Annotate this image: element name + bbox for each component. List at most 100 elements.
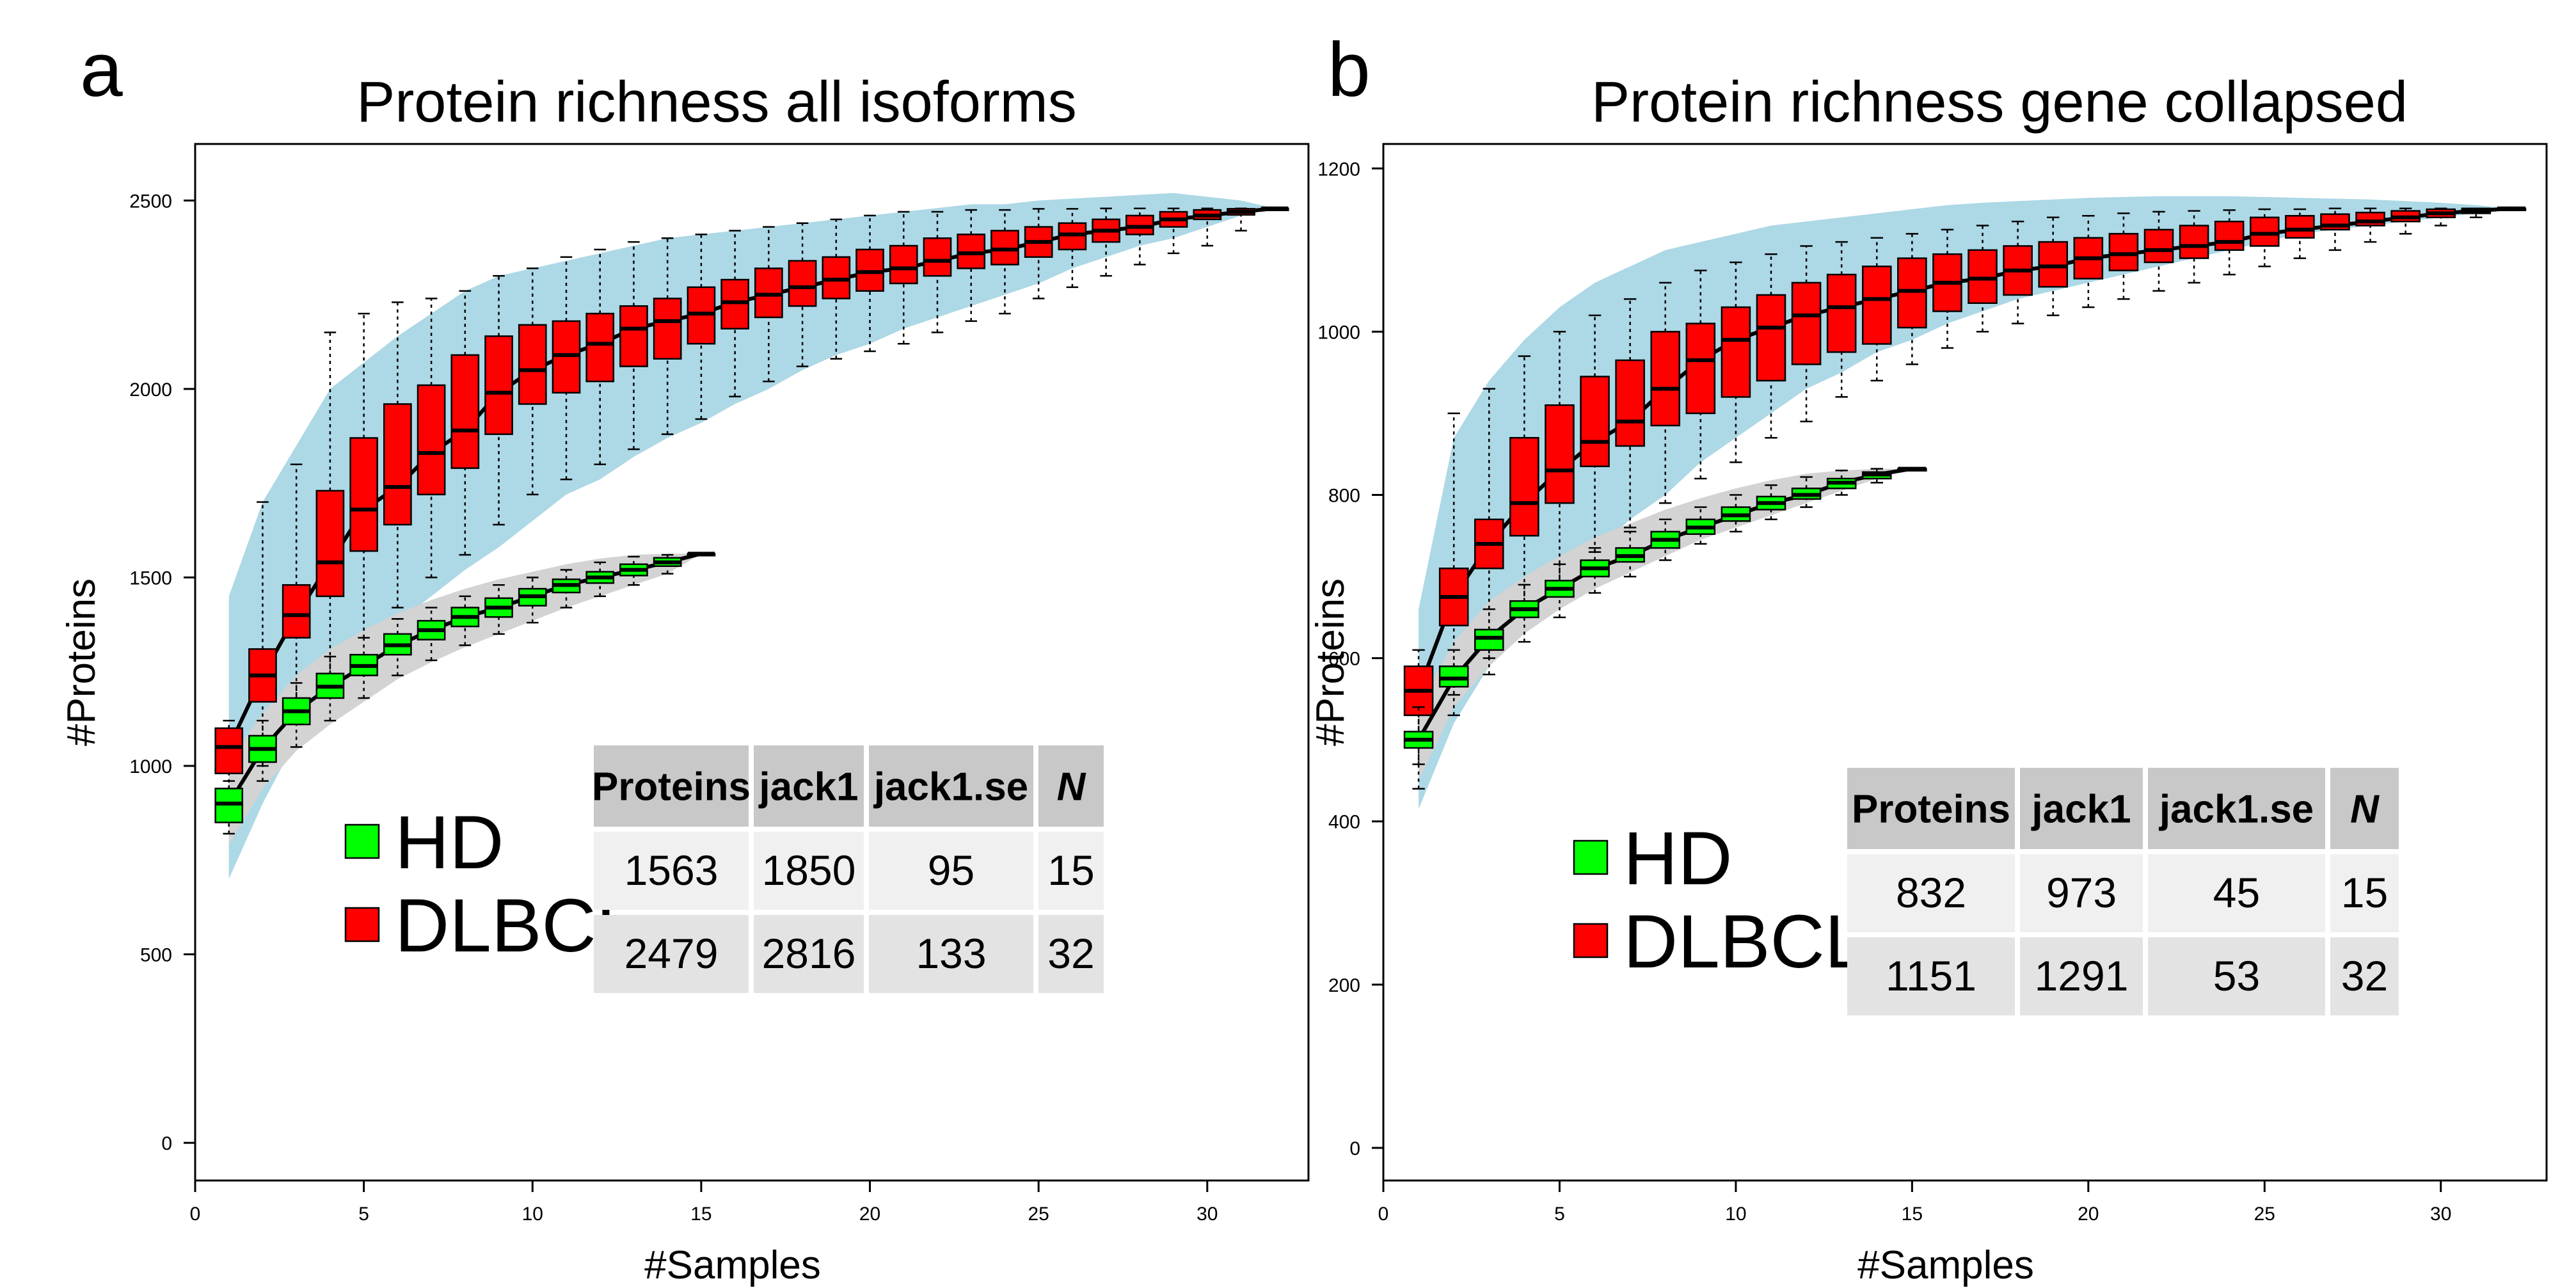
x-tick-label: 15 <box>690 1204 712 1225</box>
box <box>518 324 547 405</box>
table-header-label: Proteins <box>592 765 751 809</box>
box <box>450 354 480 469</box>
box <box>2285 215 2315 239</box>
table-cell-value: 133 <box>916 930 986 977</box>
x-tick-label: 0 <box>1378 1204 1389 1225</box>
x-tick-label: 15 <box>1902 1204 1923 1225</box>
box <box>1861 266 1892 345</box>
box <box>1721 306 1751 398</box>
box <box>349 437 378 552</box>
table-cell <box>2148 854 2325 932</box>
plot-frame <box>1382 143 2548 1182</box>
legend-swatch-dlbcl <box>344 907 380 942</box>
x-tick-label: 20 <box>859 1204 880 1225</box>
legend-label-dlbcl: DLBCL <box>1623 900 1866 984</box>
plot-frame <box>194 143 1310 1182</box>
table-cell <box>2020 937 2143 1015</box>
table-cell-value: 1850 <box>762 847 856 894</box>
box <box>282 584 311 639</box>
table-cell <box>869 832 1033 910</box>
box <box>2179 225 2209 259</box>
box <box>2038 241 2069 288</box>
confidence-band-dlbcl <box>228 193 1275 879</box>
y-tick-label: 1500 <box>129 568 172 589</box>
table-cell-value: 32 <box>1047 930 1094 977</box>
x-axis-label: #Samples <box>644 1243 821 1287</box>
table-header-label: jack1 <box>758 765 858 809</box>
y-tick-label: 400 <box>1328 812 1360 833</box>
box <box>417 384 446 496</box>
x-tick-label: 0 <box>190 1204 201 1225</box>
x-tick-label: 30 <box>1197 1204 1218 1225</box>
box <box>1580 376 1610 468</box>
box <box>315 489 345 598</box>
table-cell <box>2148 937 2325 1015</box>
y-tick-label: 200 <box>1328 975 1360 996</box>
box <box>923 237 952 277</box>
x-tick-label: 25 <box>2254 1204 2275 1225</box>
box <box>1756 294 1786 382</box>
box <box>2355 211 2385 227</box>
box <box>788 260 817 307</box>
panel-a: a Protein richness all isoforms 0 5 10 15 20 25… <box>60 27 1310 1287</box>
x-tick-label: 20 <box>2078 1204 2099 1225</box>
table-header-cell <box>869 745 1033 827</box>
series-dlbcl <box>214 206 1289 805</box>
y-axis-label: #Proteins <box>1308 578 1353 746</box>
table-header-label: jack1.se <box>2159 788 2314 832</box>
table-cell-value: 95 <box>928 847 974 894</box>
box <box>2108 233 2139 271</box>
legend-swatch-dlbcl <box>1573 923 1609 958</box>
y-tick-label: 1000 <box>129 756 172 777</box>
box <box>383 403 412 526</box>
y-tick-label: 2000 <box>129 379 172 401</box>
x-tick-label: 30 <box>2430 1204 2451 1225</box>
stats-table: Proteins jack1 jack1.se N 1563 1850 95 15 2479 28… <box>592 745 1104 993</box>
chart-title: Protein richness all isoforms <box>356 70 1076 134</box>
table-header-label: jack1 <box>2031 788 2131 832</box>
panel-letter: b <box>1328 27 1371 113</box>
y-tick-label: 1200 <box>1317 159 1360 180</box>
table-header-cell <box>1847 768 2015 849</box>
table-cell <box>1038 915 1104 993</box>
confidence-band-dlbcl <box>1419 196 2511 809</box>
table-header-cell <box>2148 768 2325 849</box>
table-header-label: N <box>1057 765 1086 809</box>
box <box>619 305 648 367</box>
table-cell <box>2330 854 2399 932</box>
legend-label-hd: HD <box>1623 816 1732 901</box>
table-header-cell <box>2020 768 2143 849</box>
table-header-label: jack1.se <box>873 765 1028 809</box>
table-cell-value: 1291 <box>2035 952 2129 999</box>
box <box>1474 628 1504 651</box>
table-cell <box>2330 937 2399 1015</box>
table-cell-value: 973 <box>2046 869 2117 916</box>
table-cell <box>2020 854 2143 932</box>
y-tick-label: 1000 <box>1317 322 1360 343</box>
panel-b: b Protein richness gene collapsed 0 5 10 15 20… <box>1308 27 2548 1287</box>
y-tick-label: 2500 <box>129 191 172 212</box>
table-header-cell <box>594 745 749 827</box>
box <box>1968 249 1998 304</box>
table-cell-value: 53 <box>2213 952 2260 999</box>
box <box>889 244 918 285</box>
stats-table: Proteins jack1 jack1.se N 832 973 45 15 1151 1291… <box>1847 768 2399 1015</box>
table-cell <box>1038 832 1104 910</box>
table-header-cell <box>1038 745 1104 827</box>
box <box>1615 359 1645 447</box>
x-tick-label: 5 <box>358 1204 369 1225</box>
table-header-label: Proteins <box>1852 788 2010 832</box>
table-cell-value: 2479 <box>624 930 719 977</box>
table-cell <box>1847 937 2015 1015</box>
legend-label-hd: HD <box>395 800 504 885</box>
x-tick-label: 5 <box>1554 1204 1565 1225</box>
box <box>1509 436 1539 537</box>
table-cell <box>594 832 749 910</box>
box <box>1650 331 1681 427</box>
table-cell-value: 1151 <box>1886 952 1976 999</box>
x-tick-label: 25 <box>1028 1204 1049 1225</box>
box <box>484 335 513 435</box>
table-cell-value: 15 <box>2341 869 2388 916</box>
box <box>653 298 682 360</box>
